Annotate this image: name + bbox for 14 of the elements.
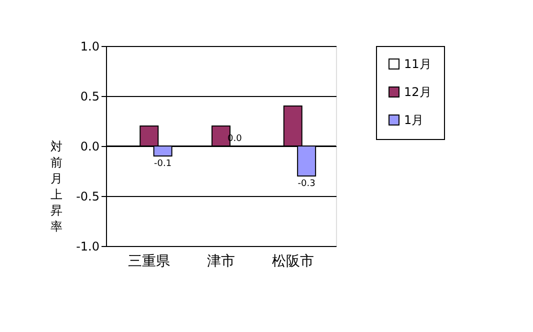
- y-tick-label: 0.5: [80, 90, 100, 104]
- y-tick-label: 0.0: [80, 140, 100, 154]
- y-tick-label: -1.0: [76, 240, 100, 254]
- data-label: -0.1: [154, 159, 172, 169]
- data-label: -0.3: [298, 179, 316, 189]
- legend-label: 1月: [404, 113, 424, 127]
- legend-label: 11月: [404, 57, 432, 71]
- y-axis-title: 対前月上昇率: [50, 140, 62, 234]
- x-tick-label: 津市: [207, 254, 235, 270]
- y-tick-label: 1.0: [80, 40, 100, 54]
- legend-label: 12月: [404, 85, 432, 99]
- x-tick-label: 松阪市: [272, 254, 314, 270]
- x-tick-label: 三重県: [128, 254, 170, 270]
- y-tick-label: -0.5: [76, 190, 100, 204]
